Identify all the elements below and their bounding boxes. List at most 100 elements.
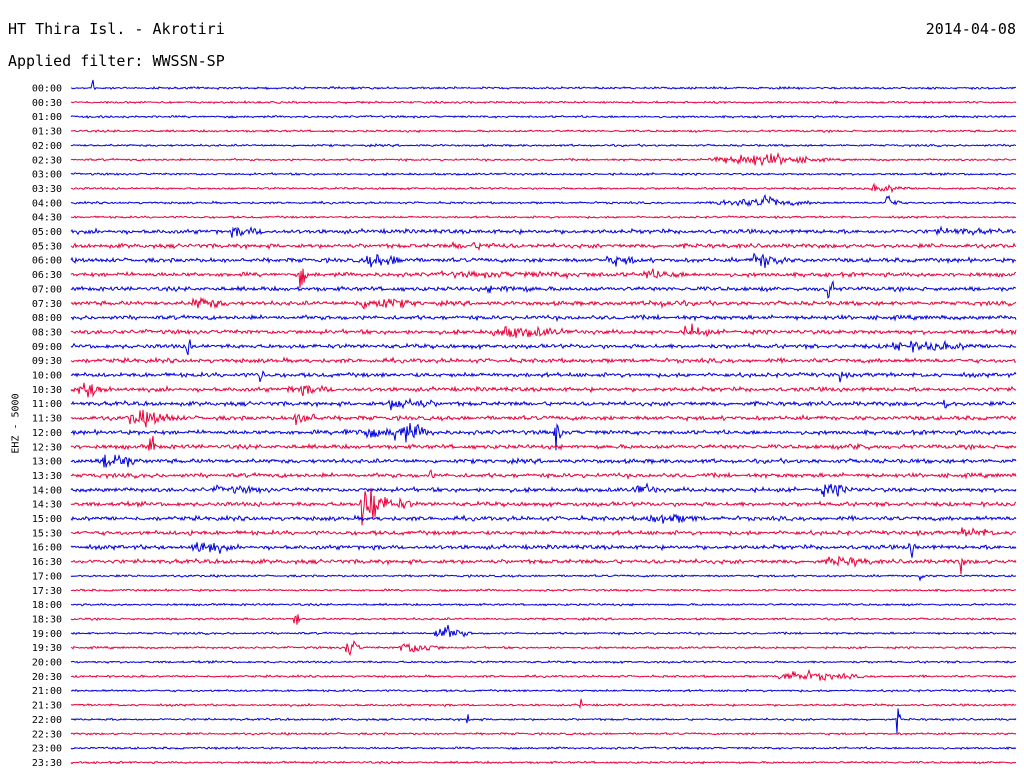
trace-row: [70, 573, 1017, 582]
trace-row: [70, 356, 1017, 365]
time-label: 18:00: [32, 600, 62, 611]
trace-row: [70, 143, 1017, 148]
time-label: 15:30: [32, 528, 62, 539]
time-label: 23:30: [32, 758, 62, 769]
time-label: 00:00: [32, 84, 62, 95]
trace-row: [70, 482, 1017, 497]
time-label: 03:30: [32, 184, 62, 195]
time-label: 20:00: [32, 658, 62, 669]
trace-row: [70, 323, 1017, 338]
trace-row: [71, 624, 1017, 638]
trace-row: [70, 745, 1017, 751]
time-label: 06:30: [32, 270, 62, 281]
trace-row: [70, 688, 1017, 693]
record-date: 2014-04-08: [925, 20, 1016, 38]
time-label: 19:00: [32, 629, 62, 640]
time-label: 20:30: [32, 672, 62, 683]
time-label: 17:30: [32, 586, 62, 597]
time-label: 00:30: [32, 98, 62, 109]
time-label: 08:00: [32, 313, 62, 324]
time-label: 05:30: [32, 241, 62, 252]
trace-row: [70, 193, 1016, 207]
trace-row: [70, 588, 1017, 593]
trace-row: [70, 171, 1016, 177]
trace-row: [71, 182, 1017, 194]
trace-row: [70, 151, 1017, 167]
trace-row: [70, 422, 1017, 451]
time-label: 04:00: [32, 198, 62, 209]
time-label: 10:30: [32, 385, 62, 396]
trace-row: [70, 527, 1017, 537]
time-label: 12:30: [32, 442, 62, 453]
filter-label: Applied filter:: [8, 52, 144, 70]
time-label: 18:30: [32, 614, 62, 625]
trace-row: [70, 698, 1016, 709]
time-label: 05:00: [32, 227, 62, 238]
time-label: 14:30: [32, 500, 62, 511]
station-title: HT Thira Isl. - Akrotiri: [8, 20, 225, 38]
trace-row: [70, 708, 1017, 734]
time-label: 07:00: [32, 284, 62, 295]
time-label: 08:30: [32, 327, 62, 338]
time-label: 04:30: [32, 213, 62, 224]
trace-row: [70, 339, 1017, 356]
time-label: 17:00: [32, 571, 62, 582]
trace-row: [70, 487, 1017, 526]
trace-row: [70, 469, 1017, 480]
trace-row: [70, 268, 1017, 289]
trace-row: [70, 225, 1017, 238]
time-label: 02:00: [32, 141, 62, 152]
trace-row: [70, 100, 1017, 105]
trace-row: [70, 382, 1016, 398]
time-label: 03:00: [32, 170, 62, 181]
time-label: 21:30: [32, 701, 62, 712]
trace-row: [70, 240, 1017, 252]
time-label: 02:30: [32, 155, 62, 166]
trace-row: [70, 731, 1017, 736]
trace-row: [70, 435, 1017, 451]
time-label: 09:30: [32, 356, 62, 367]
trace-row: [70, 313, 1017, 322]
filter-line: Applied filter: WWSSN-SP: [8, 52, 225, 70]
time-label: 09:00: [32, 342, 62, 353]
trace-row: [70, 454, 1017, 468]
trace-row: [70, 215, 1017, 220]
time-label: 07:30: [32, 299, 62, 310]
trace-row: [70, 129, 1017, 134]
trace-row: [70, 659, 1017, 665]
trace-row: [70, 639, 1017, 657]
trace-row: [70, 555, 1017, 575]
time-label: 01:00: [32, 112, 62, 123]
time-label: 23:00: [32, 744, 62, 755]
trace-row: [70, 542, 1017, 558]
filter-value: WWSSN-SP: [152, 52, 225, 70]
trace-row: [70, 79, 1017, 91]
trace-row: [70, 114, 1017, 119]
time-label: 11:30: [32, 414, 62, 425]
trace-row: [70, 397, 1017, 411]
time-label: 22:30: [32, 729, 62, 740]
time-label: 15:00: [32, 514, 62, 525]
time-label: 12:00: [32, 428, 62, 439]
trace-row: [70, 409, 1017, 428]
time-label: 22:00: [32, 715, 62, 726]
trace-row: [70, 280, 1017, 299]
trace-row: [70, 252, 1017, 269]
time-label: 16:00: [32, 543, 62, 554]
trace-row: [70, 760, 1017, 765]
time-label: 10:00: [32, 371, 62, 382]
time-label: 13:00: [32, 457, 62, 468]
time-label-group: 00:00 00:30 01:00 01:30 02:00 02:30 03:00 03:30…: [32, 84, 62, 769]
time-label: 16:30: [32, 557, 62, 568]
trace-row: [70, 668, 1017, 682]
time-label: 06:00: [32, 256, 62, 267]
trace-row: [70, 296, 1017, 310]
time-label: 19:30: [32, 643, 62, 654]
trace-row: [70, 513, 1017, 524]
trace-row: [70, 370, 1017, 383]
time-label: 13:30: [32, 471, 62, 482]
time-label: 11:00: [32, 399, 62, 410]
trace-row: [71, 602, 1017, 607]
time-label: 01:30: [32, 127, 62, 138]
